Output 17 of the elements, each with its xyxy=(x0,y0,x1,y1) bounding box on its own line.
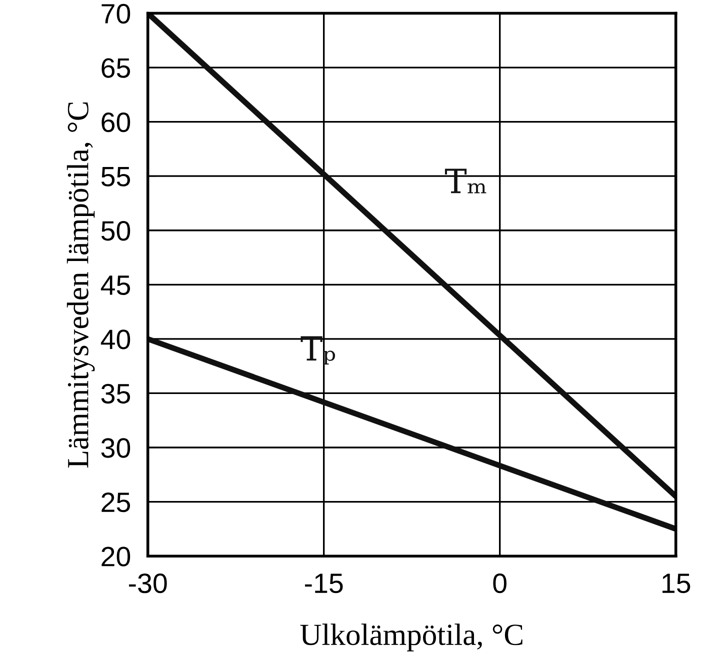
x-axis-title: Ulkolämpötila, °C xyxy=(300,624,522,652)
y-tick-label: 40 xyxy=(100,330,130,350)
y-tick-label: 50 xyxy=(101,221,130,241)
y-axis-title: Lämmitysveden lämpötila, °C xyxy=(66,102,95,468)
x-tick-label: 15 xyxy=(662,574,690,594)
y-tick-label: 25 xyxy=(102,492,130,512)
y-tick-label: 55 xyxy=(101,167,130,186)
y-tick-label: 45 xyxy=(100,276,130,295)
x-tick-label: -30 xyxy=(129,573,167,594)
y-tick-label: 20 xyxy=(102,546,130,566)
x-tick-label: 0 xyxy=(493,573,506,594)
y-tick-label: 65 xyxy=(102,58,130,78)
y-tick-label: 60 xyxy=(102,112,130,132)
y-tick-label: 30 xyxy=(101,438,130,458)
y-tick-label: 70 xyxy=(102,4,130,24)
x-tick-label: -15 xyxy=(305,574,343,594)
y-tick-label: 35 xyxy=(101,384,130,404)
